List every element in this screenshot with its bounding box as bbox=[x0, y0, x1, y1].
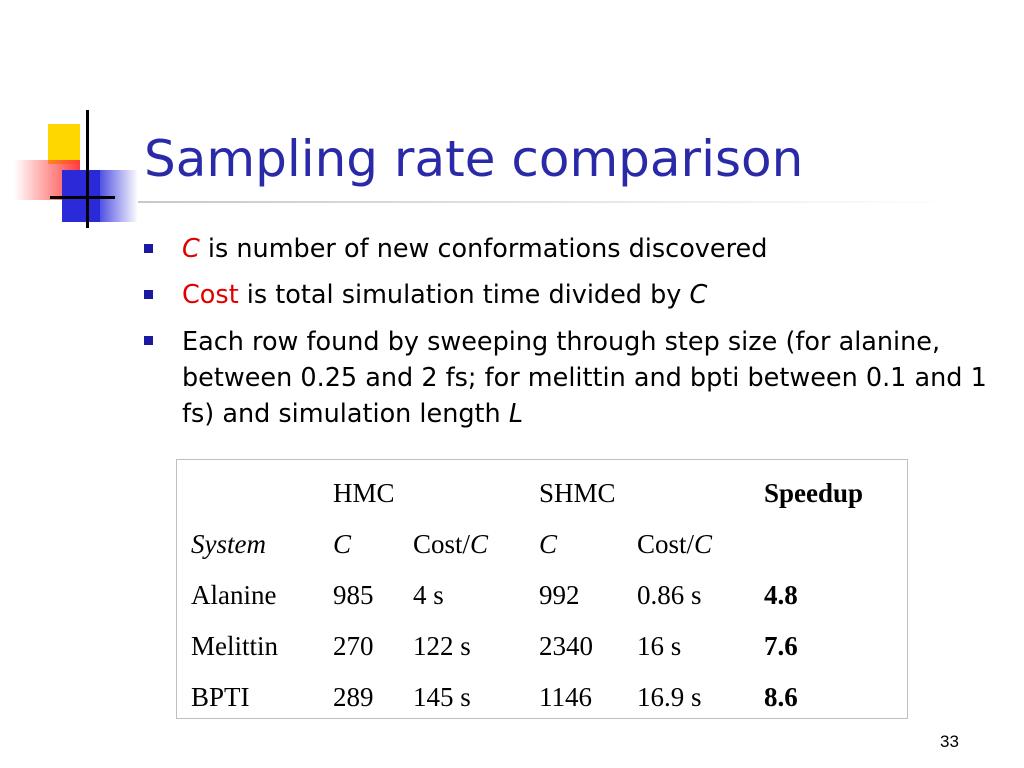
comparison-table: HMC SHMC Speedup System C Cost/C C Cost/… bbox=[191, 468, 904, 723]
subheader-shmc-c: C bbox=[539, 529, 558, 559]
cell-hmc-cost: 4 s bbox=[413, 580, 444, 610]
bullet-icon bbox=[144, 244, 153, 253]
bullet-term: Cost bbox=[182, 280, 239, 310]
cell-system: Melittin bbox=[191, 631, 278, 661]
cell-shmc-c: 1146 bbox=[539, 682, 592, 712]
bullet-list: C is number of new conformations discove… bbox=[144, 232, 1004, 444]
cell-shmc-c: 2340 bbox=[539, 631, 593, 661]
cost-label: Cost/ bbox=[637, 529, 695, 559]
header-shmc: SHMC bbox=[539, 478, 616, 508]
cell-system: Alanine bbox=[191, 580, 277, 610]
cell-shmc-cost: 0.86 s bbox=[637, 580, 702, 610]
cell-hmc-cost: 145 s bbox=[413, 682, 471, 712]
cell-speedup: 8.6 bbox=[764, 682, 798, 712]
cell-shmc-cost: 16 s bbox=[637, 631, 682, 661]
table-row: BPTI 289 145 s 1146 16.9 s 8.6 bbox=[191, 672, 904, 723]
cell-speedup: 7.6 bbox=[764, 631, 798, 661]
title-underline bbox=[138, 201, 960, 203]
decor-vertical-line bbox=[86, 110, 89, 228]
bullet-text: is number of new conformations discovere… bbox=[199, 234, 768, 264]
decor-yellow-square bbox=[48, 124, 80, 164]
cell-system: BPTI bbox=[191, 682, 250, 712]
subheader-hmc-cost: Cost/C bbox=[413, 519, 539, 570]
bullet-icon bbox=[144, 336, 153, 345]
cell-speedup: 4.8 bbox=[764, 580, 798, 610]
bullet-variable: L bbox=[508, 399, 524, 429]
subheader-hmc-c: C bbox=[333, 529, 352, 559]
page-number: 33 bbox=[940, 732, 959, 751]
bullet-item: C is number of new conformations discove… bbox=[144, 232, 1004, 266]
cell-hmc-cost: 122 s bbox=[413, 631, 471, 661]
cell-shmc-c: 992 bbox=[539, 580, 580, 610]
subheader-system: System bbox=[191, 529, 266, 559]
bullet-item: Cost is total simulation time divided by… bbox=[144, 278, 1004, 312]
cell-hmc-c: 289 bbox=[333, 682, 374, 712]
table-subheader-row: System C Cost/C C Cost/C bbox=[191, 519, 904, 570]
bullet-icon bbox=[144, 290, 153, 299]
subheader-shmc-cost: Cost/C bbox=[637, 519, 764, 570]
cell-hmc-c: 270 bbox=[333, 631, 374, 661]
bullet-term: C bbox=[182, 234, 200, 264]
cost-label: Cost/ bbox=[413, 529, 471, 559]
bullet-text: is total simulation time divided by bbox=[238, 280, 690, 310]
decor-horizontal-line bbox=[50, 196, 115, 199]
cell-hmc-c: 985 bbox=[333, 580, 374, 610]
bullet-item: Each row found by sweeping through step … bbox=[144, 324, 1004, 432]
header-speedup: Speedup bbox=[764, 478, 864, 508]
table-group-header-row: HMC SHMC Speedup bbox=[191, 468, 904, 519]
bullet-text: Each row found by sweeping through step … bbox=[182, 327, 987, 429]
cost-variable: C bbox=[470, 529, 489, 559]
cost-variable: C bbox=[694, 529, 713, 559]
cell-shmc-cost: 16.9 s bbox=[637, 682, 702, 712]
table-row: Melittin 270 122 s 2340 16 s 7.6 bbox=[191, 621, 904, 672]
comparison-table-box: HMC SHMC Speedup System C Cost/C C Cost/… bbox=[176, 459, 908, 719]
header-hmc: HMC bbox=[333, 478, 395, 508]
bullet-variable: C bbox=[689, 280, 708, 310]
table-row: Alanine 985 4 s 992 0.86 s 4.8 bbox=[191, 570, 904, 621]
slide-title: Sampling rate comparison bbox=[144, 130, 804, 188]
